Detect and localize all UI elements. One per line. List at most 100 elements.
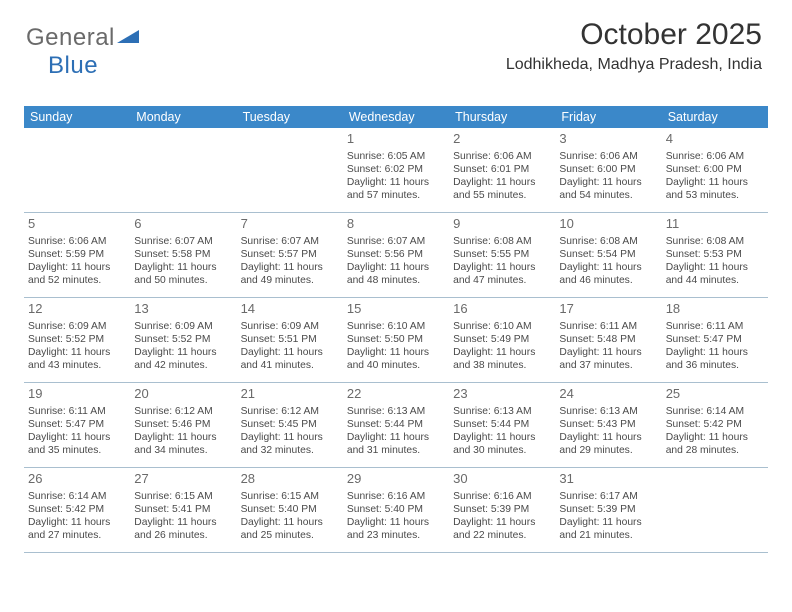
sunset-line: Sunset: 5:39 PM [559,503,657,516]
sunset-line: Sunset: 5:46 PM [134,418,232,431]
calendar-week: 26Sunrise: 6:14 AMSunset: 5:42 PMDayligh… [24,468,768,553]
page: General Blue October 2025 Lodhikheda, Ma… [0,0,792,612]
daylight-line: Daylight: 11 hours and 36 minutes. [666,346,764,372]
day-number: 12 [28,301,126,318]
brand-logo: General Blue [26,22,139,80]
sunrise-line: Sunrise: 6:12 AM [241,405,339,418]
calendar-cell: 7Sunrise: 6:07 AMSunset: 5:57 PMDaylight… [237,213,343,297]
day-number: 30 [453,471,551,488]
calendar-cell: 14Sunrise: 6:09 AMSunset: 5:51 PMDayligh… [237,298,343,382]
sunrise-line: Sunrise: 6:06 AM [453,150,551,163]
sunrise-line: Sunrise: 6:11 AM [28,405,126,418]
sunrise-line: Sunrise: 6:15 AM [134,490,232,503]
sunset-line: Sunset: 5:42 PM [666,418,764,431]
sunrise-line: Sunrise: 6:07 AM [347,235,445,248]
weeks-container: 1Sunrise: 6:05 AMSunset: 6:02 PMDaylight… [24,128,768,553]
sunset-line: Sunset: 5:51 PM [241,333,339,346]
calendar-week: 1Sunrise: 6:05 AMSunset: 6:02 PMDaylight… [24,128,768,213]
day-number: 27 [134,471,232,488]
sunrise-line: Sunrise: 6:16 AM [453,490,551,503]
sunrise-line: Sunrise: 6:08 AM [559,235,657,248]
calendar-cell: 24Sunrise: 6:13 AMSunset: 5:43 PMDayligh… [555,383,661,467]
calendar-cell: 27Sunrise: 6:15 AMSunset: 5:41 PMDayligh… [130,468,236,552]
calendar-cell: 9Sunrise: 6:08 AMSunset: 5:55 PMDaylight… [449,213,555,297]
daylight-line: Daylight: 11 hours and 22 minutes. [453,516,551,542]
sunrise-line: Sunrise: 6:06 AM [28,235,126,248]
daylight-line: Daylight: 11 hours and 35 minutes. [28,431,126,457]
sunset-line: Sunset: 5:48 PM [559,333,657,346]
sunrise-line: Sunrise: 6:11 AM [666,320,764,333]
sunset-line: Sunset: 5:53 PM [666,248,764,261]
day-number: 18 [666,301,764,318]
day-number: 3 [559,131,657,148]
sunrise-line: Sunrise: 6:05 AM [347,150,445,163]
sunset-line: Sunset: 5:39 PM [453,503,551,516]
day-number: 28 [241,471,339,488]
daylight-line: Daylight: 11 hours and 27 minutes. [28,516,126,542]
calendar-cell: 6Sunrise: 6:07 AMSunset: 5:58 PMDaylight… [130,213,236,297]
weekday-col: Thursday [449,110,555,124]
sunrise-line: Sunrise: 6:06 AM [559,150,657,163]
calendar-cell: 8Sunrise: 6:07 AMSunset: 5:56 PMDaylight… [343,213,449,297]
sunrise-line: Sunrise: 6:09 AM [241,320,339,333]
sunset-line: Sunset: 5:59 PM [28,248,126,261]
daylight-line: Daylight: 11 hours and 25 minutes. [241,516,339,542]
daylight-line: Daylight: 11 hours and 29 minutes. [559,431,657,457]
sunrise-line: Sunrise: 6:13 AM [453,405,551,418]
day-number: 29 [347,471,445,488]
daylight-line: Daylight: 11 hours and 50 minutes. [134,261,232,287]
sunrise-line: Sunrise: 6:12 AM [134,405,232,418]
calendar-cell [130,128,236,212]
sunrise-line: Sunrise: 6:13 AM [559,405,657,418]
sunrise-line: Sunrise: 6:16 AM [347,490,445,503]
daylight-line: Daylight: 11 hours and 46 minutes. [559,261,657,287]
day-number: 20 [134,386,232,403]
daylight-line: Daylight: 11 hours and 26 minutes. [134,516,232,542]
calendar-cell [24,128,130,212]
calendar-cell [237,128,343,212]
daylight-line: Daylight: 11 hours and 23 minutes. [347,516,445,542]
sunset-line: Sunset: 5:47 PM [666,333,764,346]
weekday-col: Monday [130,110,236,124]
day-number: 16 [453,301,551,318]
calendar-cell: 22Sunrise: 6:13 AMSunset: 5:44 PMDayligh… [343,383,449,467]
sunrise-line: Sunrise: 6:10 AM [453,320,551,333]
calendar-cell: 15Sunrise: 6:10 AMSunset: 5:50 PMDayligh… [343,298,449,382]
calendar-cell: 16Sunrise: 6:10 AMSunset: 5:49 PMDayligh… [449,298,555,382]
sunset-line: Sunset: 5:42 PM [28,503,126,516]
sunset-line: Sunset: 5:57 PM [241,248,339,261]
day-number: 15 [347,301,445,318]
day-number: 7 [241,216,339,233]
sunset-line: Sunset: 6:00 PM [666,163,764,176]
sunset-line: Sunset: 6:02 PM [347,163,445,176]
calendar-cell: 26Sunrise: 6:14 AMSunset: 5:42 PMDayligh… [24,468,130,552]
sunset-line: Sunset: 5:47 PM [28,418,126,431]
day-number: 6 [134,216,232,233]
weekday-col: Tuesday [237,110,343,124]
sunrise-line: Sunrise: 6:11 AM [559,320,657,333]
calendar-week: 19Sunrise: 6:11 AMSunset: 5:47 PMDayligh… [24,383,768,468]
weekday-col: Wednesday [343,110,449,124]
calendar-cell: 5Sunrise: 6:06 AMSunset: 5:59 PMDaylight… [24,213,130,297]
sunset-line: Sunset: 5:44 PM [347,418,445,431]
sunrise-line: Sunrise: 6:10 AM [347,320,445,333]
sunset-line: Sunset: 5:40 PM [241,503,339,516]
calendar: Sunday Monday Tuesday Wednesday Thursday… [24,106,768,553]
calendar-cell: 29Sunrise: 6:16 AMSunset: 5:40 PMDayligh… [343,468,449,552]
daylight-line: Daylight: 11 hours and 42 minutes. [134,346,232,372]
day-number: 31 [559,471,657,488]
calendar-cell: 25Sunrise: 6:14 AMSunset: 5:42 PMDayligh… [662,383,768,467]
day-number: 22 [347,386,445,403]
sunrise-line: Sunrise: 6:08 AM [453,235,551,248]
daylight-line: Daylight: 11 hours and 57 minutes. [347,176,445,202]
calendar-cell: 12Sunrise: 6:09 AMSunset: 5:52 PMDayligh… [24,298,130,382]
sunrise-line: Sunrise: 6:08 AM [666,235,764,248]
day-number: 10 [559,216,657,233]
sunrise-line: Sunrise: 6:14 AM [28,490,126,503]
sunset-line: Sunset: 5:55 PM [453,248,551,261]
calendar-cell: 4Sunrise: 6:06 AMSunset: 6:00 PMDaylight… [662,128,768,212]
sunset-line: Sunset: 6:00 PM [559,163,657,176]
daylight-line: Daylight: 11 hours and 31 minutes. [347,431,445,457]
calendar-cell [662,468,768,552]
calendar-cell: 10Sunrise: 6:08 AMSunset: 5:54 PMDayligh… [555,213,661,297]
